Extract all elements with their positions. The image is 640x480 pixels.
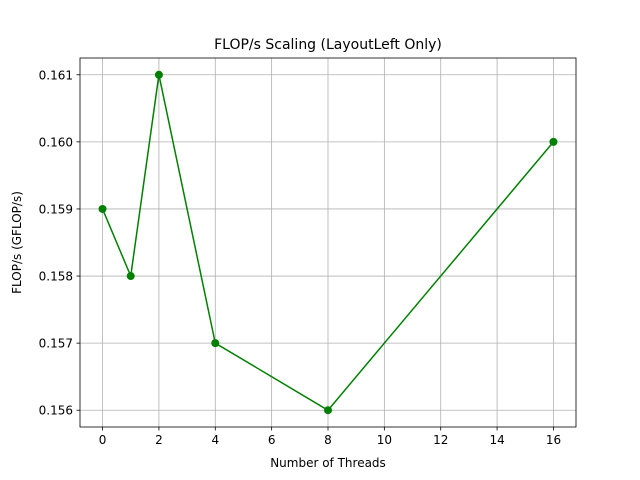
chart-title: FLOP/s Scaling (LayoutLeft Only) xyxy=(214,37,442,53)
y-tick-label: 0.157 xyxy=(39,337,73,351)
x-tick-label: 12 xyxy=(433,433,448,447)
x-tick-label: 6 xyxy=(268,433,276,447)
x-tick-label: 14 xyxy=(489,433,504,447)
x-tick-label: 0 xyxy=(99,433,107,447)
x-tick-label: 4 xyxy=(211,433,219,447)
y-tick-label: 0.160 xyxy=(39,135,73,149)
y-tick-label: 0.158 xyxy=(39,270,73,284)
data-point xyxy=(154,70,163,79)
data-point xyxy=(549,137,558,146)
series-line xyxy=(101,74,555,412)
y-tick-label: 0.156 xyxy=(39,404,73,418)
ticks: 0 2 4 6 8 10 12 14 16 0.156 0.157 0.158 0.159 0.160 0.… xyxy=(39,68,561,447)
grid xyxy=(80,58,576,427)
series-layer xyxy=(98,70,558,415)
y-tick-label: 0.159 xyxy=(39,202,73,216)
x-tick-label: 8 xyxy=(324,433,332,447)
x-tick-label: 10 xyxy=(377,433,392,447)
data-point xyxy=(98,204,107,213)
y-tick-label: 0.161 xyxy=(39,68,73,82)
data-point xyxy=(211,339,220,348)
x-axis-label: Number of Threads xyxy=(270,456,386,470)
y-axis-label: FLOP/s (GFLOP/s) xyxy=(10,191,24,294)
x-tick-label: 2 xyxy=(155,433,163,447)
data-point xyxy=(126,272,135,281)
x-tick-label: 16 xyxy=(546,433,561,447)
data-point xyxy=(324,406,332,415)
